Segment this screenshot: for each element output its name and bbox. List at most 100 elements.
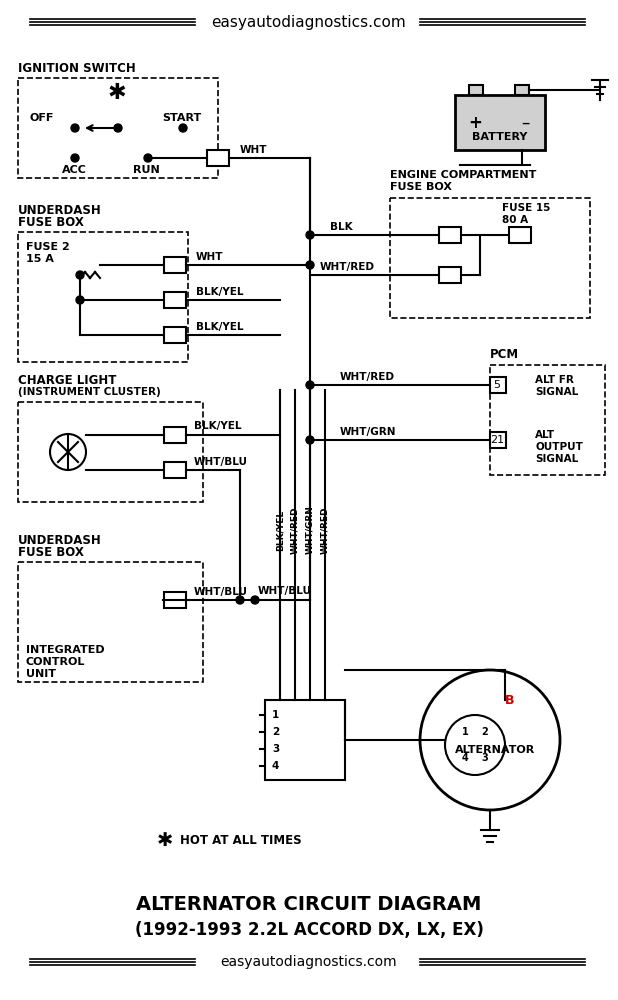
- Circle shape: [306, 436, 314, 444]
- Circle shape: [144, 154, 152, 162]
- Text: ACC: ACC: [62, 165, 87, 175]
- Text: BLK/YEL: BLK/YEL: [196, 322, 243, 332]
- Text: WHT/BLU: WHT/BLU: [194, 587, 248, 597]
- Bar: [164, 292, 186, 308]
- Bar: [469, 85, 483, 95]
- Bar: [455, 95, 545, 150]
- Text: CHARGE LIGHT: CHARGE LIGHT: [18, 373, 116, 386]
- Circle shape: [179, 124, 187, 132]
- Bar: [390, 198, 590, 318]
- Text: CONTROL: CONTROL: [26, 657, 85, 667]
- Circle shape: [71, 124, 79, 132]
- Bar: [265, 700, 345, 780]
- Text: HOT AT ALL TIMES: HOT AT ALL TIMES: [180, 834, 302, 846]
- Text: WHT/GRN: WHT/GRN: [305, 506, 315, 554]
- Bar: [164, 327, 186, 343]
- Text: BLK/YEL: BLK/YEL: [194, 421, 242, 431]
- Text: ALT: ALT: [535, 430, 555, 440]
- Bar: [207, 150, 229, 166]
- Text: PCM: PCM: [490, 349, 519, 361]
- Circle shape: [50, 434, 86, 470]
- Text: WHT: WHT: [240, 145, 268, 155]
- Text: START: START: [162, 113, 201, 123]
- Text: 1: 1: [272, 710, 279, 720]
- Bar: [164, 427, 186, 443]
- Text: (INSTRUMENT CLUSTER): (INSTRUMENT CLUSTER): [18, 387, 161, 397]
- Text: UNDERDASH: UNDERDASH: [18, 204, 102, 217]
- Bar: [509, 227, 531, 243]
- Bar: [490, 365, 605, 475]
- Text: FUSE BOX: FUSE BOX: [390, 182, 452, 192]
- Circle shape: [71, 154, 79, 162]
- Text: IGNITION SWITCH: IGNITION SWITCH: [18, 62, 136, 75]
- Text: –: –: [521, 114, 529, 132]
- Text: WHT/RED: WHT/RED: [290, 506, 300, 554]
- Text: (1992-1993 2.2L ACCORD DX, LX, EX): (1992-1993 2.2L ACCORD DX, LX, EX): [135, 921, 483, 939]
- Text: +: +: [468, 114, 482, 132]
- Text: BLK: BLK: [330, 222, 353, 232]
- Circle shape: [420, 670, 560, 810]
- Bar: [18, 78, 218, 178]
- Text: WHT/RED: WHT/RED: [340, 372, 395, 382]
- Text: ✱: ✱: [108, 83, 126, 103]
- Bar: [164, 462, 186, 478]
- Text: 2: 2: [481, 727, 488, 737]
- Text: INTEGRATED: INTEGRATED: [26, 645, 104, 655]
- Circle shape: [306, 231, 314, 239]
- Text: 5: 5: [494, 380, 501, 390]
- Text: WHT/BLU: WHT/BLU: [258, 586, 312, 596]
- Text: 80 A: 80 A: [502, 215, 528, 225]
- Text: 3: 3: [481, 753, 488, 763]
- Text: WHT/RED: WHT/RED: [321, 506, 329, 554]
- Bar: [439, 227, 461, 243]
- Circle shape: [445, 715, 505, 775]
- Text: B: B: [506, 694, 515, 706]
- Text: 2: 2: [272, 727, 279, 737]
- Text: easyautodiagnostics.com: easyautodiagnostics.com: [211, 14, 407, 29]
- Text: SIGNAL: SIGNAL: [535, 387, 578, 397]
- Text: RUN: RUN: [133, 165, 159, 175]
- Bar: [18, 562, 203, 682]
- Circle shape: [251, 596, 259, 604]
- Text: FUSE BOX: FUSE BOX: [18, 216, 84, 229]
- Text: OUTPUT: OUTPUT: [535, 442, 583, 452]
- Text: 4: 4: [462, 753, 468, 763]
- Circle shape: [76, 296, 84, 304]
- Text: 3: 3: [272, 744, 279, 754]
- Bar: [490, 377, 506, 393]
- Bar: [515, 85, 529, 95]
- Bar: [490, 432, 506, 448]
- Circle shape: [306, 261, 314, 269]
- Text: WHT: WHT: [196, 252, 224, 262]
- Text: ALTERNATOR CIRCUIT DIAGRAM: ALTERNATOR CIRCUIT DIAGRAM: [137, 896, 481, 914]
- Text: 4: 4: [272, 761, 279, 771]
- Text: 21: 21: [490, 435, 504, 445]
- Circle shape: [306, 381, 314, 389]
- Text: OFF: OFF: [30, 113, 54, 123]
- Bar: [164, 592, 186, 608]
- Text: BLK/YEL: BLK/YEL: [196, 287, 243, 297]
- Text: 1: 1: [462, 727, 468, 737]
- Text: 15 A: 15 A: [26, 254, 54, 264]
- Text: easyautodiagnostics.com: easyautodiagnostics.com: [221, 955, 397, 969]
- Circle shape: [236, 596, 244, 604]
- Bar: [439, 267, 461, 283]
- Text: FUSE 2: FUSE 2: [26, 242, 70, 252]
- Bar: [164, 257, 186, 273]
- Text: UNDERDASH: UNDERDASH: [18, 534, 102, 546]
- Text: ALT FR: ALT FR: [535, 375, 574, 385]
- Circle shape: [114, 124, 122, 132]
- Text: FUSE BOX: FUSE BOX: [18, 546, 84, 558]
- Text: WHT/GRN: WHT/GRN: [340, 427, 397, 437]
- Text: WHT/BLU: WHT/BLU: [194, 457, 248, 467]
- Text: BATTERY: BATTERY: [472, 132, 528, 142]
- Text: ALTERNATOR: ALTERNATOR: [455, 745, 535, 755]
- Text: ENGINE COMPARTMENT: ENGINE COMPARTMENT: [390, 170, 536, 180]
- Text: WHT/RED: WHT/RED: [320, 262, 375, 272]
- Text: UNIT: UNIT: [26, 669, 56, 679]
- Circle shape: [76, 271, 84, 279]
- Bar: [18, 232, 188, 362]
- Text: BLK/YEL: BLK/YEL: [276, 509, 284, 551]
- Bar: [18, 402, 203, 502]
- Text: ✱: ✱: [157, 830, 173, 850]
